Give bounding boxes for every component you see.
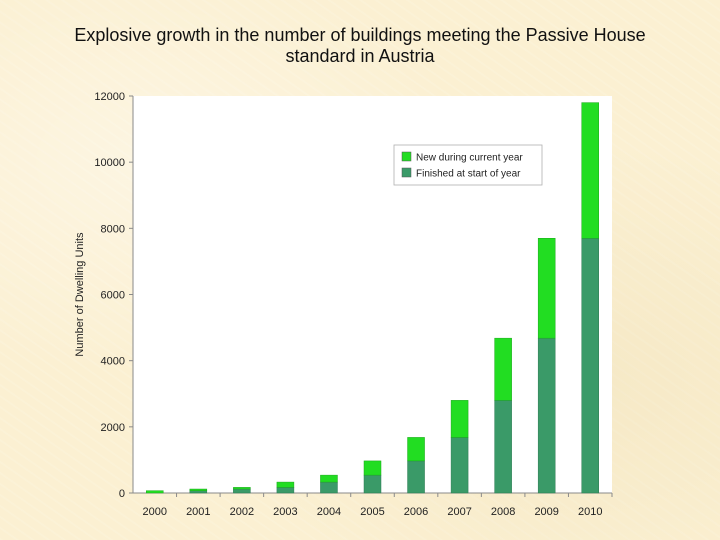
bar-finished-2004 [320,481,338,494]
bar-new-2002 [233,487,251,490]
chart-title: Explosive growth in the number of buildi… [0,25,720,67]
bar-new-2005 [363,460,382,476]
y-tick-label: 4000 [101,356,125,368]
x-tick-label: 2003 [273,506,297,518]
bar-finished-2003 [276,487,295,494]
bar-finished-2006 [407,460,425,494]
x-tick-label: 2010 [578,506,602,518]
chart-title-line-1: Explosive growth in the number of buildi… [74,25,646,45]
bar-new-2006 [407,437,425,462]
legend-swatch [401,167,412,178]
x-tick-label: 2004 [317,506,341,518]
y-tick-label: 2000 [101,422,125,434]
x-tick-label: 2000 [143,506,167,518]
x-tick-label: 2002 [230,506,254,518]
x-tick-label: 2006 [404,506,428,518]
x-tick-label: 2001 [186,506,210,518]
bar-new-2007 [450,400,469,438]
chart-title-line-2: standard in Austria [285,46,435,66]
bar-new-2003 [276,481,295,488]
tick-labels: 0 2000 4000 6000 8000 10000 12000 2000 2001 2002 2… [94,91,602,518]
bar-finished-2009 [537,337,556,494]
bar-new-2008 [494,337,512,401]
bar-finished-2002 [233,488,251,494]
legend-swatch [401,151,412,162]
bars [146,102,599,494]
bar-new-2010 [581,102,599,239]
x-tick-label: 2008 [491,506,515,518]
y-tick-label: 0 [119,488,125,500]
bar-finished-2007 [450,437,469,494]
bar-new-2001 [189,488,208,491]
bar-finished-2005 [363,474,382,494]
legend-label: Finished at start of year [416,169,521,180]
legend: New during current year Finished at start… [393,144,543,186]
y-tick-label: 12000 [94,91,125,103]
bar-finished-2008 [494,400,512,494]
y-axis-label: Number of Dwelling Units [74,232,86,357]
bar-finished-2001 [189,490,208,494]
x-tick-label: 2007 [447,506,471,518]
y-tick-label: 6000 [101,290,125,302]
bar-finished-2010 [581,238,599,494]
bar-new-2009 [537,238,556,339]
x-tick-label: 2009 [534,506,558,518]
x-tick-label: 2005 [360,506,384,518]
y-tick-label: 10000 [94,157,125,169]
y-tick-label: 8000 [101,223,125,235]
legend-box [393,144,543,186]
bar-new-2004 [320,474,338,483]
legend-label: New during current year [416,153,523,164]
bar-new-2000 [146,490,164,494]
